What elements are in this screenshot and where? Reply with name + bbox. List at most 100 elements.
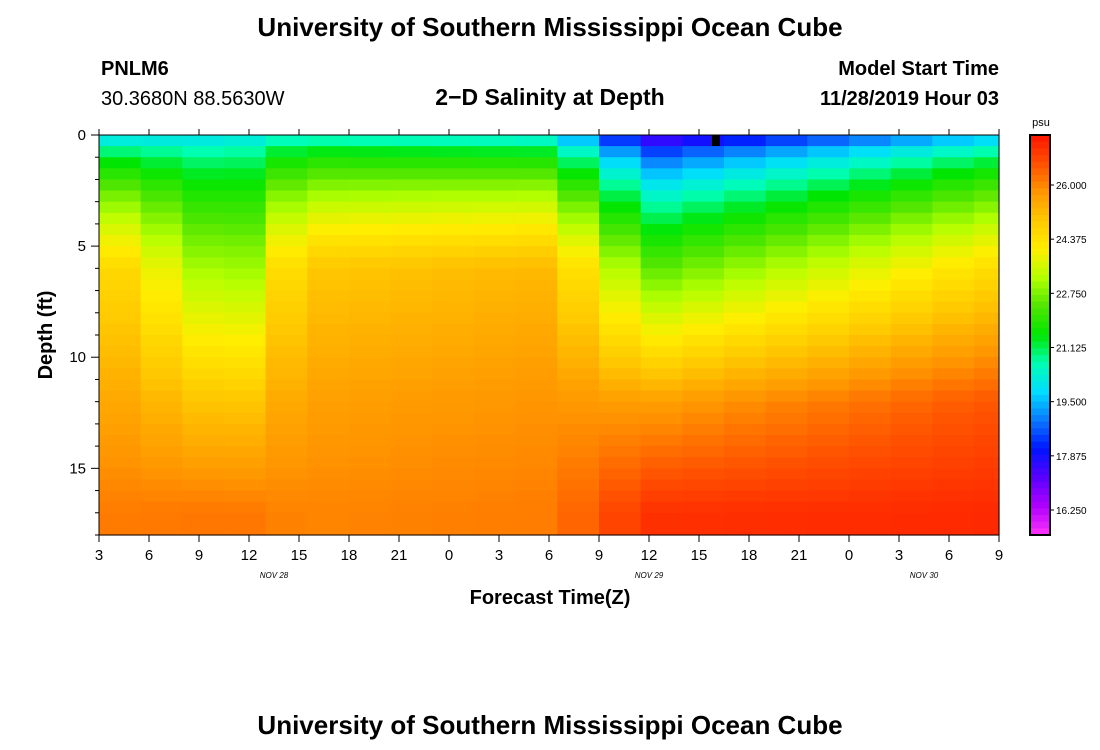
heatmap-cell bbox=[932, 335, 975, 347]
heatmap-cell bbox=[974, 312, 1000, 325]
heatmap-cell bbox=[474, 346, 517, 358]
heatmap-cell bbox=[349, 490, 392, 503]
heatmap-cell bbox=[849, 523, 892, 536]
heatmap-cell bbox=[349, 335, 392, 347]
heatmap-cell bbox=[99, 268, 142, 281]
heatmap-cell bbox=[265, 212, 308, 225]
heatmap-cell bbox=[265, 257, 308, 269]
heatmap-cell bbox=[599, 379, 642, 392]
heatmap-cell bbox=[974, 290, 1000, 303]
heatmap-cell bbox=[640, 401, 683, 414]
heatmap-cell bbox=[599, 301, 642, 314]
heatmap-cell bbox=[974, 512, 1000, 525]
heatmap-cell bbox=[265, 479, 308, 492]
heatmap-cell bbox=[182, 368, 225, 381]
heatmap-cell bbox=[140, 290, 183, 303]
colorbar-segment bbox=[1030, 508, 1050, 516]
heatmap-cell bbox=[432, 257, 475, 269]
heatmap-cell bbox=[849, 312, 892, 325]
heatmap-cell bbox=[890, 268, 933, 281]
heatmap-cell bbox=[182, 212, 225, 225]
heatmap-cell bbox=[599, 368, 642, 381]
heatmap-cell bbox=[390, 468, 433, 481]
heatmap-cell bbox=[557, 457, 600, 469]
heatmap-cell bbox=[515, 523, 558, 536]
heatmap-cell bbox=[599, 501, 642, 514]
heatmap-cell bbox=[890, 379, 933, 392]
heatmap-cell bbox=[974, 401, 1000, 414]
heatmap-cell bbox=[515, 457, 558, 469]
heatmap-cell bbox=[849, 412, 892, 425]
heatmap-cell bbox=[265, 190, 308, 203]
heatmap-cell bbox=[224, 479, 267, 492]
heatmap-cell bbox=[224, 368, 267, 381]
heatmap-cell bbox=[932, 312, 975, 325]
y-tick-label: 5 bbox=[78, 238, 86, 255]
colorbar-segment bbox=[1030, 515, 1050, 523]
heatmap-cell bbox=[932, 168, 975, 181]
heatmap-cell bbox=[99, 401, 142, 414]
heatmap-cell bbox=[849, 268, 892, 281]
heatmap-cell bbox=[265, 346, 308, 358]
heatmap-cell bbox=[390, 257, 433, 269]
heatmap-cell bbox=[515, 379, 558, 392]
heatmap-cell bbox=[474, 523, 517, 536]
heatmap-cell bbox=[224, 501, 267, 514]
heatmap-cell bbox=[724, 301, 767, 314]
heatmap-cell bbox=[182, 190, 225, 203]
heatmap-cell bbox=[807, 301, 850, 314]
heatmap-cell bbox=[932, 201, 975, 214]
heatmap-cell bbox=[515, 335, 558, 347]
heatmap-cell bbox=[432, 190, 475, 203]
heatmap-cell bbox=[265, 268, 308, 281]
heatmap-cell bbox=[432, 368, 475, 381]
heatmap-cell bbox=[932, 257, 975, 269]
heatmap-cell bbox=[724, 190, 767, 203]
heatmap-cell bbox=[682, 168, 725, 181]
heatmap-cell bbox=[140, 523, 183, 536]
heatmap-cell bbox=[224, 290, 267, 303]
heatmap-cell bbox=[99, 468, 142, 481]
heatmap-cell bbox=[682, 268, 725, 281]
heatmap-cell bbox=[890, 257, 933, 269]
heatmap-cell bbox=[890, 435, 933, 447]
heatmap-cell bbox=[99, 479, 142, 492]
heatmap-cell bbox=[349, 257, 392, 269]
colorbar-segment bbox=[1030, 528, 1050, 536]
heatmap-cell bbox=[557, 468, 600, 481]
heatmap-cell bbox=[599, 335, 642, 347]
heatmap-cell bbox=[640, 457, 683, 469]
heatmap-cell bbox=[849, 390, 892, 403]
heatmap-cell bbox=[390, 512, 433, 525]
colorbar-unit: psu bbox=[1032, 117, 1050, 129]
heatmap-cell bbox=[932, 512, 975, 525]
heatmap-cell bbox=[765, 379, 808, 392]
heatmap-cell bbox=[807, 335, 850, 347]
figure-title: University of Southern Mississippi Ocean… bbox=[257, 12, 842, 42]
station-coords: 30.3680N 88.5630W bbox=[101, 88, 285, 110]
heatmap-cell bbox=[307, 179, 350, 192]
heatmap-cell bbox=[557, 212, 600, 225]
heatmap-cell bbox=[890, 468, 933, 481]
heatmap-cell bbox=[682, 301, 725, 314]
heatmap-cell bbox=[640, 368, 683, 381]
heatmap-cell bbox=[224, 512, 267, 525]
x-tick-label: 21 bbox=[791, 547, 808, 564]
heatmap-cell bbox=[974, 257, 1000, 269]
heatmap-cell bbox=[390, 190, 433, 203]
heatmap-cell bbox=[557, 412, 600, 425]
heatmap-cell bbox=[182, 268, 225, 281]
heatmap-cell bbox=[140, 190, 183, 203]
heatmap-cell bbox=[432, 423, 475, 436]
heatmap-cell bbox=[932, 479, 975, 492]
heatmap-cell bbox=[974, 357, 1000, 369]
heatmap-cell bbox=[99, 446, 142, 458]
heatmap-cell bbox=[932, 423, 975, 436]
heatmap-cell bbox=[724, 157, 767, 169]
heatmap-cell bbox=[432, 335, 475, 347]
heatmap-cell bbox=[99, 501, 142, 514]
heatmap-cell bbox=[349, 146, 392, 158]
heatmap-cell bbox=[265, 323, 308, 336]
heatmap-cell bbox=[974, 301, 1000, 314]
heatmap-cell bbox=[890, 401, 933, 414]
